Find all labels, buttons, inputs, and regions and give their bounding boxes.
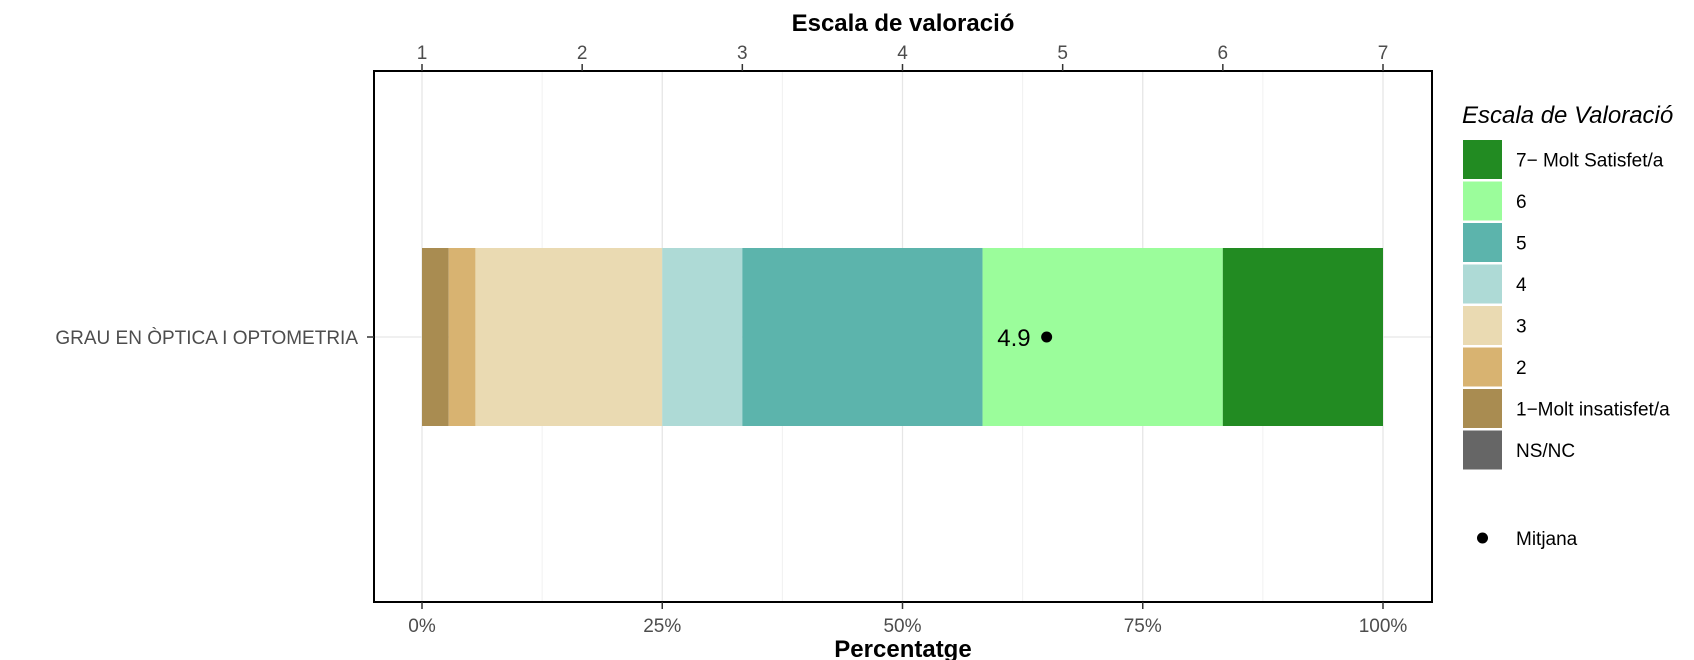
legend: Escala de Valoració 7− Molt Satisfet/a 6 5 4…	[1462, 102, 1673, 550]
x-axis-title: Percentatge	[834, 636, 971, 660]
top-tick-label: 4	[897, 43, 908, 64]
legend-key	[1463, 223, 1502, 262]
legend-title: Escala de Valoració	[1462, 102, 1673, 129]
bar-layer	[422, 248, 1383, 426]
top-tick-label: 5	[1057, 43, 1068, 64]
x-tick-label: 25%	[643, 616, 681, 637]
top-tick-label: 7	[1378, 43, 1389, 64]
bar-segment-5	[742, 248, 983, 426]
top-axis-title: Escala de valoració	[792, 10, 1015, 37]
legend-label: 6	[1516, 192, 1527, 213]
legend-label: 7− Molt Satisfet/a	[1516, 151, 1664, 172]
top-tick-label: 6	[1218, 43, 1229, 64]
mean-layer: 4.9	[997, 325, 1053, 352]
mean-point	[1041, 331, 1053, 343]
x-tick-label: 50%	[883, 616, 921, 637]
x-tick-label: 100%	[1359, 616, 1408, 637]
bar-segment-1	[422, 248, 449, 426]
legend-key	[1463, 347, 1502, 387]
bar-segment-2	[448, 248, 476, 426]
x-tick-label: 0%	[408, 616, 436, 637]
legend-label: NS/NC	[1516, 441, 1575, 462]
bar-segment-3	[475, 248, 663, 426]
top-tick-label: 2	[577, 43, 588, 64]
legend-label: 2	[1516, 358, 1527, 379]
legend-key	[1463, 430, 1502, 470]
top-tick-label: 3	[737, 43, 748, 64]
legend-key	[1463, 264, 1502, 304]
legend-label: 4	[1516, 275, 1527, 296]
legend-key	[1463, 140, 1502, 179]
bar-segment-6	[982, 248, 1223, 426]
bar-segment-7	[1222, 248, 1383, 426]
legend-key	[1463, 306, 1502, 345]
mean-label: 4.9	[997, 325, 1030, 352]
legend-key	[1463, 389, 1502, 428]
top-tick-label: 1	[417, 43, 428, 64]
y-category-label: GRAU EN ÒPTICA I OPTOMETRIA	[55, 327, 358, 349]
bar-segment-4	[662, 248, 743, 426]
x-tick-label: 75%	[1124, 616, 1162, 637]
axis-layer: 0% 25% 50% 75% 100% 1 2 3 4 5 6 7 GRAU EN ÒPTICA I O…	[55, 43, 1407, 637]
legend-label: 1−Molt insatisfet/a	[1516, 400, 1670, 421]
legend-label: 3	[1516, 317, 1527, 338]
legend-key	[1463, 181, 1502, 221]
legend-mean-label: Mitjana	[1516, 529, 1578, 550]
legend-label: 5	[1516, 234, 1527, 255]
legend-mean-key	[1477, 532, 1488, 544]
